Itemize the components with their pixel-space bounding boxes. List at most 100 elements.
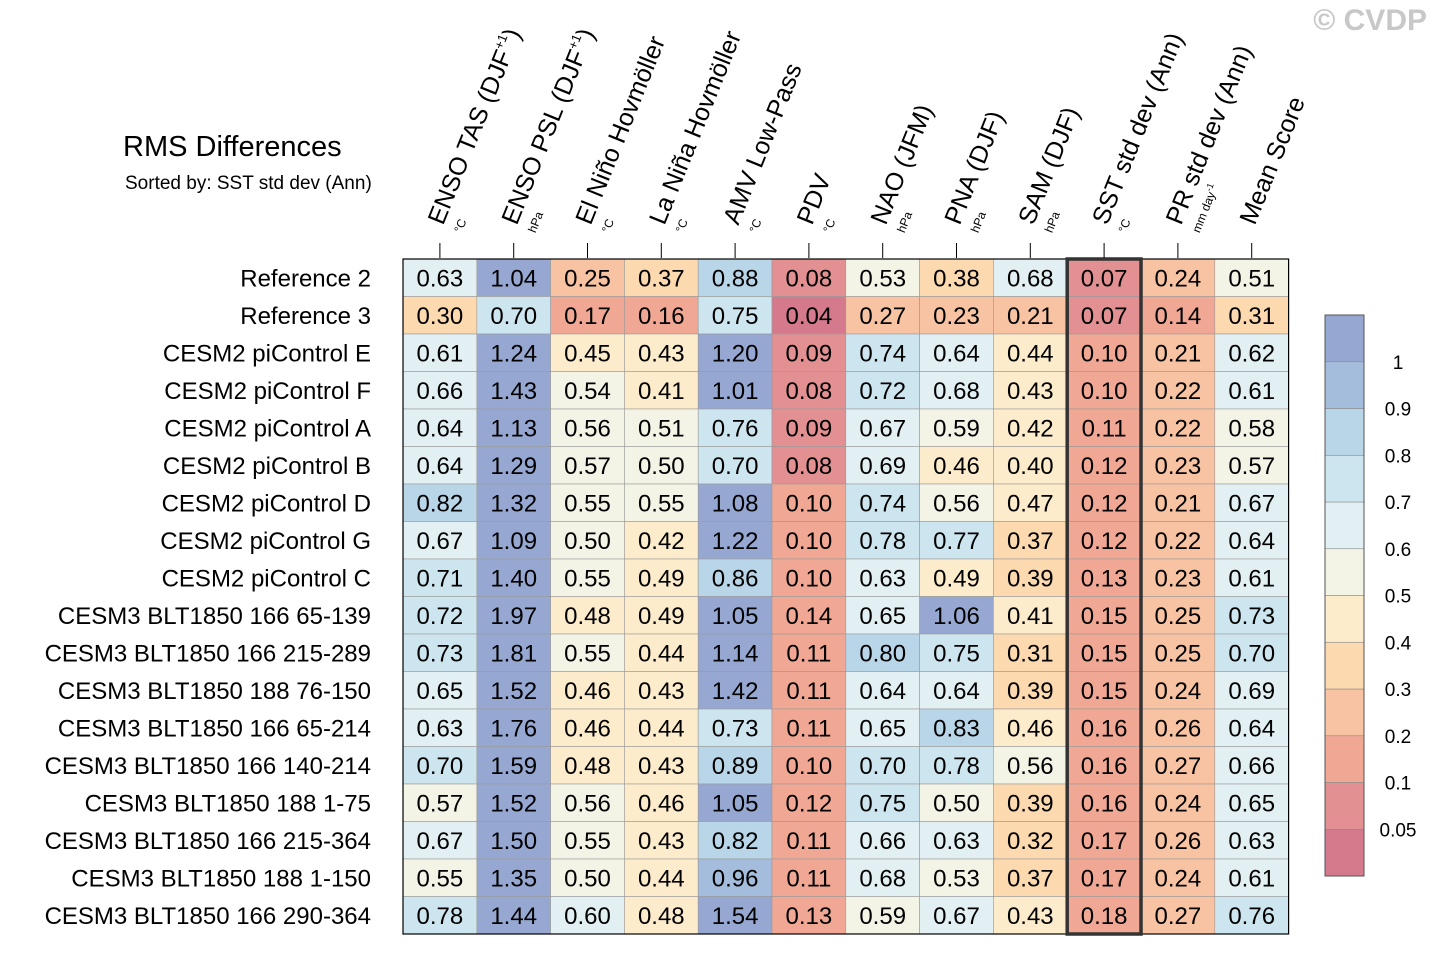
cell-value: 0.43 <box>638 340 685 367</box>
column-label-name: Mean Score <box>1234 93 1310 228</box>
table-cell <box>476 633 551 672</box>
cell-value: 0.16 <box>1081 790 1128 817</box>
cell-value: 0.21 <box>1155 340 1202 367</box>
cell-value: 0.24 <box>1155 865 1202 892</box>
table-cell <box>919 446 994 485</box>
table-cell <box>402 296 478 335</box>
table-cell <box>476 783 551 822</box>
colorbar-tick-label: 0.05 <box>1380 820 1417 841</box>
table-cell <box>402 633 478 672</box>
cell-value: 0.26 <box>1155 715 1202 742</box>
colorbar-border <box>1324 314 1365 877</box>
cell-value: 0.18 <box>1081 903 1128 930</box>
table-cell <box>993 483 1068 522</box>
cell-value: 0.27 <box>1155 753 1202 780</box>
table-cell <box>1214 821 1289 860</box>
cell-value: 0.46 <box>564 678 611 705</box>
cell-value: 1.32 <box>490 490 537 517</box>
cell-value: 0.77 <box>933 528 980 555</box>
cell-value: 0.58 <box>1228 415 1275 442</box>
cell-value: 0.61 <box>417 340 464 367</box>
colorbar-swatch <box>1324 314 1365 363</box>
cell-value: 0.63 <box>417 715 464 742</box>
cell-value: 0.70 <box>859 753 906 780</box>
cell-value: 0.64 <box>859 678 906 705</box>
table-cell <box>993 446 1068 485</box>
cell-value: 0.86 <box>712 565 759 592</box>
table-cell <box>402 896 478 935</box>
cell-value: 1.24 <box>490 340 537 367</box>
table-cell <box>476 746 551 785</box>
table-cell <box>476 296 551 335</box>
table-cell <box>845 858 920 897</box>
table-cell <box>697 821 773 860</box>
cell-value: 0.26 <box>1155 828 1202 855</box>
table-cell <box>624 858 699 897</box>
cell-value: 1.35 <box>490 865 537 892</box>
table-cell <box>845 521 920 560</box>
table-cell <box>476 483 551 522</box>
table-cell <box>550 408 625 447</box>
table-cell <box>1140 746 1216 785</box>
table-cell <box>771 633 847 672</box>
table-cell <box>1214 408 1289 447</box>
cell-value: 0.08 <box>786 378 833 405</box>
table-cell <box>1066 671 1142 710</box>
cell-value: 0.11 <box>786 715 831 742</box>
table-cell <box>919 483 994 522</box>
cell-value: 0.65 <box>1228 790 1275 817</box>
colorbar-swatch <box>1324 735 1365 783</box>
table-cell <box>1214 446 1289 485</box>
table-cell <box>919 596 994 635</box>
table-cell <box>771 408 847 447</box>
table-cell <box>697 521 773 560</box>
cell-value: 0.96 <box>712 865 759 892</box>
cell-value: 0.50 <box>638 453 685 480</box>
cell-value: 0.54 <box>564 378 611 405</box>
cell-value: 0.17 <box>564 303 611 330</box>
table-cell <box>1140 596 1216 635</box>
table-cell <box>993 821 1068 860</box>
cell-value: 1.08 <box>712 490 759 517</box>
table-cell <box>550 708 625 747</box>
cell-value: 0.40 <box>1007 453 1054 480</box>
table-cell <box>1214 558 1289 597</box>
cell-value: 0.44 <box>638 640 685 667</box>
cell-value: 0.43 <box>1007 903 1054 930</box>
cell-value: 0.11 <box>786 640 831 667</box>
cell-value: 0.65 <box>417 678 464 705</box>
table-cell <box>845 258 920 297</box>
cell-value: 0.23 <box>1155 453 1202 480</box>
table-cell <box>402 671 478 710</box>
cell-value: 1.76 <box>490 715 537 742</box>
column-unit: °C <box>599 217 617 235</box>
cell-value: 0.53 <box>933 865 980 892</box>
table-cell <box>845 446 920 485</box>
cell-value: 0.48 <box>564 753 611 780</box>
cell-value: 0.74 <box>859 340 906 367</box>
cell-value: 0.75 <box>712 303 759 330</box>
table-cell <box>919 408 994 447</box>
cell-value: 0.67 <box>859 415 906 442</box>
table-cell <box>402 258 478 297</box>
cell-value: 0.76 <box>1228 903 1275 930</box>
cell-value: 0.30 <box>417 303 464 330</box>
table-cell <box>697 558 773 597</box>
cell-value: 1.04 <box>490 265 537 292</box>
cell-value: 0.24 <box>1155 678 1202 705</box>
cell-value: 0.64 <box>1228 715 1275 742</box>
table-cell <box>697 296 773 335</box>
colorbar-tick-label: 0.7 <box>1385 493 1411 514</box>
cell-value: 0.67 <box>417 828 464 855</box>
cell-value: 0.17 <box>1081 828 1128 855</box>
column-header: PDV°C <box>792 170 839 235</box>
column-unit-text: °C <box>599 217 617 235</box>
cell-value: 0.38 <box>933 265 980 292</box>
cell-value: 0.10 <box>1081 378 1128 405</box>
cell-value: 0.23 <box>1155 565 1202 592</box>
cell-value: 0.32 <box>1007 828 1054 855</box>
table-cell <box>1066 483 1142 522</box>
cell-value: 0.61 <box>1228 565 1275 592</box>
table-cell <box>624 783 699 822</box>
